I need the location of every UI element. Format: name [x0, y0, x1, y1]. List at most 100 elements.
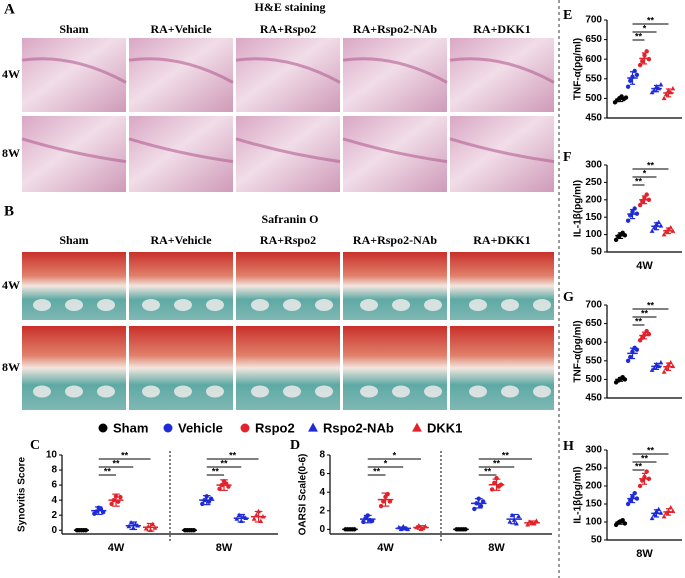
data-point: [661, 369, 667, 374]
data-point: [200, 501, 205, 507]
data-point: [613, 237, 619, 243]
y-axis-label: TNF-α(pg/ml): [573, 38, 584, 100]
row-label: 8W: [2, 146, 20, 160]
micrograph: [450, 116, 554, 192]
data-point: [651, 512, 657, 517]
micrograph-detail: [21, 57, 127, 84]
data-point: [480, 499, 486, 504]
y-tick-label: 8: [319, 450, 325, 461]
data-point: [661, 513, 667, 519]
row-label: 8W: [2, 360, 20, 374]
data-point: [637, 483, 643, 489]
significance-label: **: [484, 466, 492, 476]
significance-label: **: [635, 461, 643, 471]
micrograph-detail: [65, 299, 83, 312]
micrograph-detail: [469, 299, 487, 312]
micrograph-detail: [206, 299, 224, 312]
micrograph-detail: [360, 299, 378, 312]
y-tick-label: 100: [585, 229, 602, 240]
y-tick-label: 700: [585, 300, 602, 311]
micrograph-detail: [33, 385, 51, 398]
column-header: RA+Rspo2-NAb: [353, 233, 438, 247]
data-point: [628, 78, 633, 83]
micrograph-detail: [449, 57, 555, 84]
data-point: [670, 85, 676, 91]
y-axis-label: Synovitis Score: [17, 457, 28, 532]
micrograph-detail: [501, 299, 519, 312]
y-tick-label: 50: [591, 535, 603, 546]
chart-letter: D: [290, 438, 300, 453]
x-tick-label: 4W: [636, 260, 653, 272]
data-point: [651, 225, 657, 230]
row-label: 4W: [2, 278, 20, 292]
significance-label: **: [647, 300, 655, 310]
y-tick-label: 600: [585, 54, 602, 65]
micrograph-detail: [174, 299, 192, 312]
data-point: [492, 480, 497, 486]
micrograph-detail: [174, 385, 192, 398]
data-point: [251, 516, 257, 521]
y-tick-label: 500: [585, 93, 602, 104]
micrograph: [450, 326, 554, 410]
micrograph-detail: [142, 299, 160, 312]
data-point: [637, 202, 643, 208]
data-point: [387, 499, 393, 504]
data-point: [478, 503, 484, 509]
y-tick-label: 600: [585, 337, 602, 348]
micrograph: [22, 116, 126, 192]
data-point: [658, 82, 664, 87]
micrograph-detail: [97, 299, 115, 312]
chart-letter: H: [563, 439, 574, 454]
data-point: [472, 506, 477, 512]
micrograph-detail: [449, 137, 555, 164]
y-axis-label: OARSI Scale(0-6): [298, 454, 309, 536]
micrograph-detail: [469, 385, 487, 398]
y-tick-label: 300: [585, 160, 602, 171]
micrograph: [129, 116, 233, 192]
y-tick-label: 250: [585, 177, 602, 188]
y-tick-label: 4: [319, 487, 325, 498]
micrograph-detail: [501, 385, 519, 398]
x-tick-label: 8W: [216, 542, 233, 554]
legend-marker: [412, 422, 422, 432]
x-tick-label: 4W: [108, 542, 125, 554]
data-point: [625, 218, 631, 223]
micrograph: [129, 326, 233, 410]
micrograph-detail: [21, 137, 127, 164]
panel-letter: B: [4, 203, 14, 219]
data-point: [640, 58, 645, 64]
y-tick-label: 500: [585, 374, 602, 385]
legend-marker: [308, 422, 318, 432]
data-point: [133, 521, 138, 526]
significance-label: *: [643, 23, 647, 33]
significance-label: **: [229, 450, 237, 460]
data-point: [649, 515, 655, 521]
panel-title: H&E staining: [254, 0, 325, 14]
data-point: [637, 62, 643, 68]
data-point: [94, 509, 99, 514]
column-header: RA+Rspo2: [260, 22, 316, 36]
significance-label: *: [393, 450, 397, 460]
y-tick-label: 300: [585, 445, 602, 456]
significance-label: **: [641, 453, 649, 463]
column-header: Sham: [59, 233, 88, 247]
data-point: [378, 503, 384, 509]
data-point: [663, 91, 669, 97]
micrograph: [343, 116, 447, 192]
y-tick-label: 0: [51, 525, 57, 536]
significance-label: **: [121, 450, 129, 460]
micrograph-detail: [251, 299, 269, 312]
x-tick-label: 8W: [636, 548, 653, 560]
significance-label: *: [643, 168, 647, 178]
y-tick-label: 200: [585, 481, 602, 492]
column-header: RA+Vehicle: [150, 233, 212, 247]
micrograph-detail: [533, 299, 551, 312]
data-point: [649, 228, 655, 233]
significance-label: **: [647, 445, 655, 455]
micrograph-detail: [360, 385, 378, 398]
micrograph-detail: [251, 385, 269, 398]
y-tick-label: 4: [51, 495, 57, 506]
legend-label: Sham: [113, 420, 148, 435]
y-tick-label: 100: [585, 517, 602, 528]
micrograph-detail: [142, 385, 160, 398]
